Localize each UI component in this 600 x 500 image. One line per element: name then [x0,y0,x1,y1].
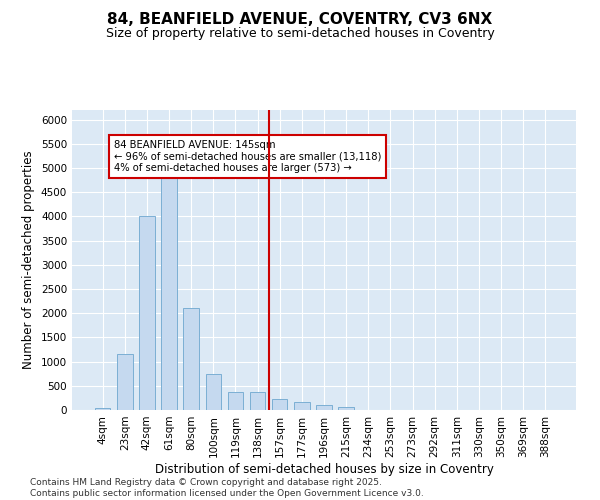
Bar [139,216,155,410]
Bar [95,408,110,410]
Text: 84 BEANFIELD AVENUE: 145sqm
← 96% of semi-detached houses are smaller (13,118)
4: 84 BEANFIELD AVENUE: 145sqm ← 96% of sem… [114,140,381,173]
Bar [117,354,133,410]
Text: Contains HM Land Registry data © Crown copyright and database right 2025.
Contai: Contains HM Land Registry data © Crown c… [30,478,424,498]
Bar [184,308,199,410]
Bar [294,402,310,410]
Bar [250,392,265,410]
Text: Size of property relative to semi-detached houses in Coventry: Size of property relative to semi-detach… [106,28,494,40]
X-axis label: Distribution of semi-detached houses by size in Coventry: Distribution of semi-detached houses by … [155,462,493,475]
Bar [272,400,287,410]
Text: 84, BEANFIELD AVENUE, COVENTRY, CV3 6NX: 84, BEANFIELD AVENUE, COVENTRY, CV3 6NX [107,12,493,28]
Bar [161,173,177,410]
Bar [338,407,354,410]
Y-axis label: Number of semi-detached properties: Number of semi-detached properties [22,150,35,370]
Bar [316,405,332,410]
Bar [206,374,221,410]
Bar [228,392,243,410]
